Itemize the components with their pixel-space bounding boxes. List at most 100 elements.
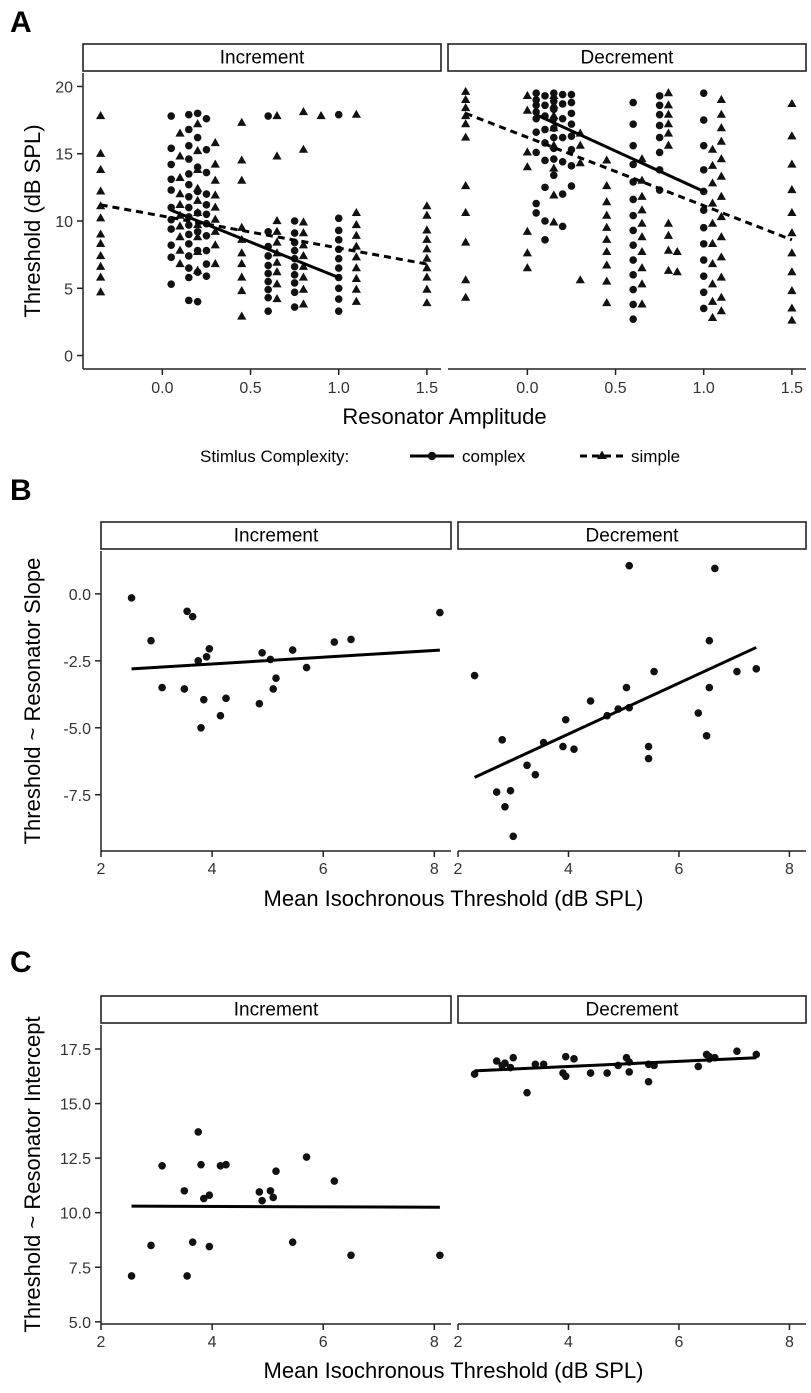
data-point: [644, 754, 653, 763]
data-point: [269, 685, 278, 693]
data-point-triangle: [663, 140, 674, 149]
data-point: [290, 217, 299, 225]
data-point: [532, 89, 540, 97]
data-point-triangle: [716, 123, 726, 132]
data-point: [699, 256, 708, 264]
data-point: [255, 699, 264, 708]
data-point-triangle: [237, 155, 247, 164]
panel-b-increment-strip: [100, 521, 452, 550]
data-point: [167, 280, 175, 289]
panel-c-decrement-strip: [457, 995, 807, 1024]
data-point: [655, 92, 664, 100]
data-point: [570, 745, 578, 754]
data-point: [185, 240, 193, 248]
data-point: [501, 1059, 509, 1067]
data-point-triangle: [787, 303, 797, 312]
data-point: [205, 644, 214, 653]
data-point-triangle: [716, 306, 726, 315]
data-point: [180, 1187, 189, 1195]
data-point: [561, 715, 570, 724]
data-point: [629, 211, 637, 220]
data-point: [202, 168, 211, 177]
data-point: [629, 285, 637, 294]
panel-c-x-axis-title: Mean Isochronous Threshold (dB SPL): [264, 1358, 644, 1383]
data-point-triangle: [96, 148, 106, 157]
fit-line-linear: [131, 648, 440, 671]
legend-item-simple: simple: [580, 447, 680, 466]
data-point-triangle: [716, 191, 726, 200]
data-point-triangle: [422, 263, 432, 272]
data-point-triangle: [716, 252, 726, 261]
data-point: [264, 293, 272, 302]
data-point-triangle: [351, 230, 361, 239]
data-point: [264, 269, 272, 278]
legend: Stimlus Complexity: complex simple: [200, 447, 680, 466]
data-point: [290, 303, 299, 311]
data-point-triangle: [716, 232, 726, 241]
data-point: [202, 272, 211, 280]
data-point-triangle: [175, 221, 185, 230]
data-point-triangle: [237, 117, 247, 126]
data-point: [550, 133, 558, 142]
data-point-triangle: [175, 189, 185, 198]
data-point: [167, 144, 175, 153]
fit-line-simple: [465, 111, 793, 242]
panel-c-increment-y-tick-label: 10.0: [60, 1206, 91, 1223]
panel-b-increment-strip-label: Increment: [234, 526, 319, 547]
data-point-triangle: [351, 241, 361, 250]
data-point-triangle: [237, 311, 247, 320]
data-point: [334, 236, 343, 244]
data-point: [567, 98, 576, 107]
data-point: [185, 170, 193, 178]
data-point-triangle: [663, 119, 674, 128]
data-point: [158, 683, 166, 692]
data-point-triangle: [461, 132, 471, 141]
panel-c-letter: C: [10, 946, 32, 979]
data-point: [531, 770, 540, 779]
panel-a-decrement-x-tick-label: 1.5: [781, 380, 803, 397]
data-point-triangle: [787, 98, 797, 108]
data-point-triangle: [461, 111, 471, 120]
data-point: [711, 564, 719, 573]
data-point: [436, 1251, 444, 1260]
data-point: [334, 214, 343, 223]
data-point: [167, 175, 175, 184]
data-point-triangle: [422, 234, 432, 243]
data-point: [532, 101, 540, 110]
data-point-triangle: [351, 109, 361, 118]
data-point: [330, 1177, 339, 1185]
data-point-triangle: [663, 230, 674, 239]
data-point-triangle: [96, 186, 106, 195]
panel-b-increment-x-tick-label: 6: [319, 861, 328, 878]
data-point-triangle: [787, 159, 797, 168]
data-point: [185, 230, 193, 239]
data-point: [541, 236, 549, 244]
data-point-triangle: [637, 205, 647, 214]
data-point-triangle: [316, 111, 326, 120]
legend-title: Stimlus Complexity:: [200, 447, 349, 466]
data-point: [699, 141, 708, 150]
data-point-triangle: [637, 299, 647, 308]
data-point: [586, 1069, 595, 1077]
panel-c-increment-series-0: [127, 1128, 444, 1280]
data-point-triangle: [210, 137, 220, 147]
panel-c-decrement-x-tick-label: 8: [785, 1334, 794, 1351]
data-point: [185, 125, 193, 134]
data-point: [699, 206, 708, 215]
data-point-triangle: [272, 226, 282, 235]
data-point: [202, 246, 211, 255]
panel-a-y-axis-title: Threshold (dB SPL): [20, 124, 45, 317]
data-point: [567, 162, 576, 170]
data-point: [541, 217, 549, 225]
data-point: [330, 638, 339, 646]
panel-c-decrement: Decrement 2 4 6 8: [454, 995, 807, 1351]
panel-b-decrement-x-tick-label: 8: [785, 861, 794, 878]
data-point-triangle: [787, 185, 797, 194]
data-point: [167, 186, 175, 194]
data-point-triangle: [787, 228, 797, 237]
data-point: [193, 109, 202, 118]
data-point: [567, 109, 576, 118]
data-point: [183, 607, 191, 616]
panel-a-increment-y-tick-label: 20: [55, 79, 73, 96]
data-point: [558, 222, 567, 231]
